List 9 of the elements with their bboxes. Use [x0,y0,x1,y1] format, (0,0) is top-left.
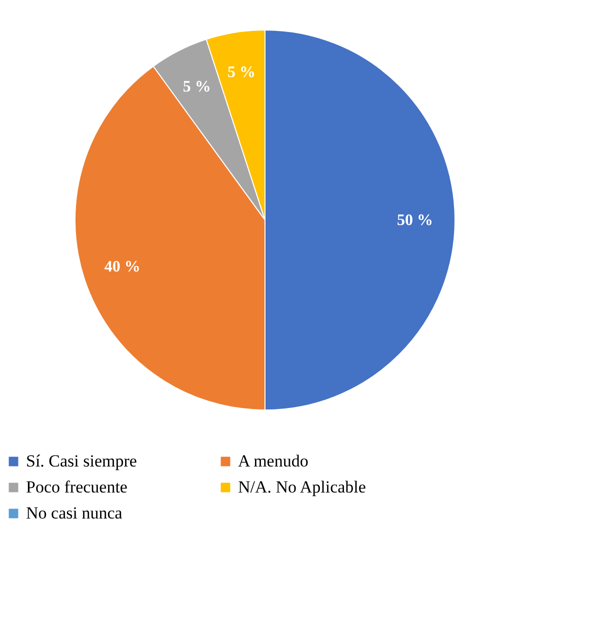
legend-label: N/A. No Aplicable [238,478,366,496]
legend-label: Poco frecuente [26,478,128,496]
legend-label: A menudo [238,452,308,471]
data-label: 5 % [182,78,211,96]
legend-label: Sí. Casi siempre [26,452,137,471]
data-label: 40 % [104,258,140,276]
data-label: 5 % [228,64,256,81]
legend-label: No casi nunca [26,504,123,522]
data-label: 50 % [397,212,433,229]
